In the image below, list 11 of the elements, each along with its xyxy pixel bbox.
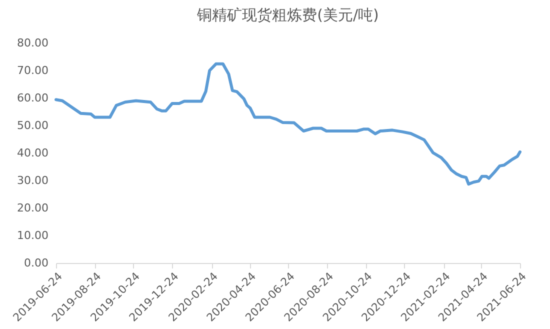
y-tick-label: 30.00 (17, 174, 48, 187)
y-tick-label: 20.00 (17, 202, 48, 214)
line-series (54, 62, 522, 186)
chart-title: 铜精矿现货粗炼费(美元/吨) (196, 6, 379, 24)
y-tick-label: 70.00 (17, 64, 48, 77)
y-tick-label: 10.00 (17, 229, 48, 242)
y-tick-label: 50.00 (17, 119, 48, 132)
y-tick-label: 60.00 (17, 92, 48, 104)
y-tick-label: 40.00 (17, 146, 48, 160)
y-tick-label: 0.00 (24, 256, 48, 270)
y-tick-label: 80.00 (17, 36, 48, 50)
